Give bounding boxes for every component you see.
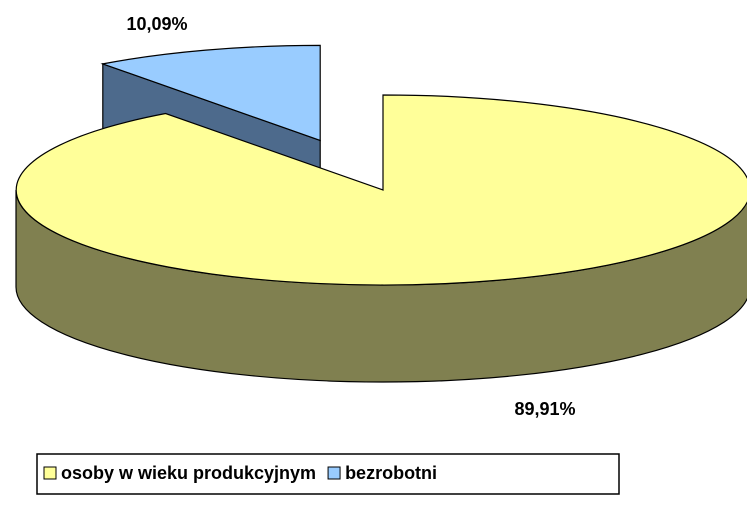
- legend-marker: [327, 466, 341, 480]
- slice: [15, 94, 747, 286]
- value-label: 89,91%: [514, 399, 575, 419]
- legend-label: bezrobotni: [345, 463, 437, 483]
- slice: [100, 44, 321, 142]
- legend: osoby w wieku produkcyjnym bezrobotni: [43, 463, 437, 483]
- legend-label: osoby w wieku produkcyjnym: [61, 463, 316, 483]
- value-label: 10,09%: [126, 14, 187, 34]
- legend-marker: [43, 466, 57, 480]
- pie: [15, 44, 747, 383]
